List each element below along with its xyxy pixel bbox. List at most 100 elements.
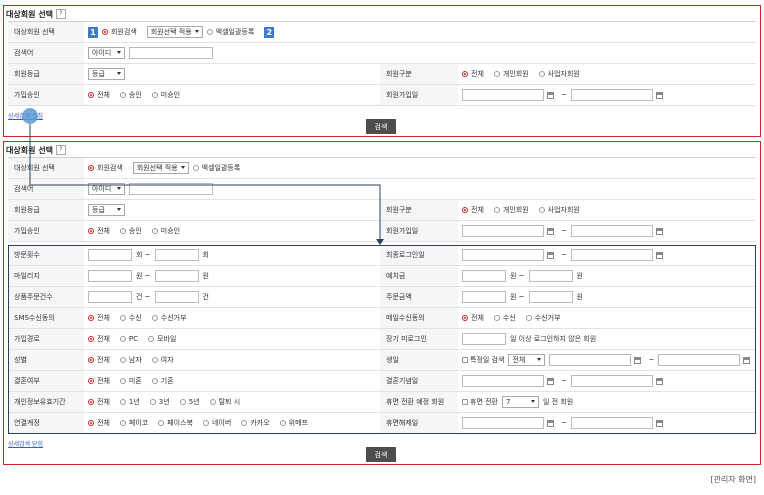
radio-button[interactable] [119,420,126,426]
radio-button[interactable] [462,71,468,77]
radio-button[interactable] [88,336,94,342]
text-input[interactable] [129,183,213,195]
radio-option[interactable]: 전체 [462,69,484,79]
radio-button[interactable] [206,29,213,35]
date-input[interactable] [462,417,544,429]
radio-button[interactable] [88,420,94,426]
date-input[interactable] [462,225,544,237]
checkbox[interactable] [462,357,468,363]
dropdown[interactable]: 회원선택 적용 [146,26,203,38]
radio-button[interactable] [88,399,94,405]
radio-option[interactable]: 사업자회원 [538,205,580,215]
text-input[interactable] [154,249,199,261]
radio-button[interactable] [538,71,545,77]
text-input[interactable] [528,291,573,303]
radio-option[interactable]: 승인 [119,90,142,100]
detail-search-toggle[interactable]: 상세검색 닫힘 [8,441,44,448]
calendar-icon[interactable] [655,419,663,427]
calendar-icon[interactable] [547,91,554,99]
radio-button[interactable] [179,399,186,405]
help-icon[interactable]: ? [55,9,66,19]
radio-button[interactable] [88,357,94,363]
radio-option[interactable]: 전체 [88,90,110,100]
date-input[interactable] [549,354,632,366]
radio-option[interactable]: 여자 [151,355,174,365]
radio-button[interactable] [279,420,286,426]
radio-option[interactable]: 미혼 [119,376,142,386]
date-input[interactable] [570,249,653,261]
radio-option[interactable]: 전체 [88,355,110,365]
text-input[interactable] [462,270,506,282]
radio-option[interactable]: 기혼 [151,376,174,386]
radio-option[interactable]: 전체 [88,313,110,323]
radio-option[interactable]: 개인회원 [493,205,529,215]
radio-option[interactable]: 페이스북 [158,418,193,428]
dropdown[interactable]: 회원선택 적용 [132,162,189,174]
radio-button[interactable] [88,315,94,321]
radio-option[interactable]: 전체 [88,226,110,236]
dropdown[interactable]: 전체 [508,354,546,366]
radio-option[interactable]: 회원검색 [88,163,123,173]
radio-button[interactable] [119,228,126,234]
dropdown[interactable]: 7 [502,396,539,408]
radio-button[interactable] [151,228,158,234]
text-input[interactable] [154,291,199,303]
radio-option[interactable]: 전체 [462,313,484,323]
checkbox[interactable] [462,399,468,405]
radio-option[interactable]: 미승인 [151,226,180,236]
radio-button[interactable] [462,207,468,213]
radio-button[interactable] [102,29,108,35]
date-input[interactable] [570,225,653,237]
dropdown[interactable]: 등급 [88,204,125,216]
radio-button[interactable] [119,315,126,321]
text-input[interactable] [154,270,199,282]
text-input[interactable] [462,333,506,345]
radio-button[interactable] [119,336,126,342]
radio-option[interactable]: 개인회원 [493,69,529,79]
calendar-icon[interactable] [547,419,554,427]
calendar-icon[interactable] [655,377,663,385]
radio-option[interactable]: 엑셀일괄등록 [192,163,240,173]
calendar-icon[interactable] [655,251,663,259]
radio-button[interactable] [119,378,126,384]
radio-button[interactable] [119,399,126,405]
radio-option[interactable]: 수신거부 [525,313,561,323]
calendar-icon[interactable] [743,356,751,364]
radio-button[interactable] [158,420,165,426]
calendar-icon[interactable] [634,356,642,364]
calendar-icon[interactable] [547,377,554,385]
radio-option[interactable]: 전체 [88,418,110,428]
radio-option[interactable]: 1년 [119,397,140,407]
radio-button[interactable] [202,420,209,426]
radio-option[interactable]: 전체 [88,334,110,344]
radio-button[interactable] [151,92,158,98]
radio-option[interactable]: 사업자회원 [538,69,580,79]
search-button[interactable]: 검색 [366,119,396,134]
radio-button[interactable] [88,92,94,98]
radio-option[interactable]: 5년 [179,397,200,407]
radio-option[interactable]: 수신 [493,313,516,323]
radio-button[interactable] [493,71,500,77]
date-input[interactable] [570,89,653,101]
text-input[interactable] [462,291,506,303]
dropdown[interactable]: 등급 [88,68,125,80]
radio-button[interactable] [462,315,468,321]
radio-option[interactable]: 수신거부 [151,313,187,323]
text-input[interactable] [129,47,213,59]
text-input[interactable] [88,291,132,303]
radio-option[interactable]: 탈퇴 시 [209,397,240,407]
checkbox-option[interactable]: 특정일 검색 [462,355,504,365]
radio-option[interactable]: 네이버 [202,418,231,428]
date-input[interactable] [658,354,741,366]
radio-button[interactable] [151,378,158,384]
radio-option[interactable]: PC [119,335,138,343]
date-input[interactable] [570,417,653,429]
radio-button[interactable] [241,420,248,426]
radio-option[interactable]: 모바일 [148,334,176,344]
text-input[interactable] [528,270,573,282]
radio-option[interactable]: 3년 [149,397,170,407]
checkbox-option[interactable]: 휴면 전환 [462,397,498,407]
radio-button[interactable] [525,315,532,321]
radio-button[interactable] [88,378,94,384]
help-icon[interactable]: ? [55,145,66,155]
